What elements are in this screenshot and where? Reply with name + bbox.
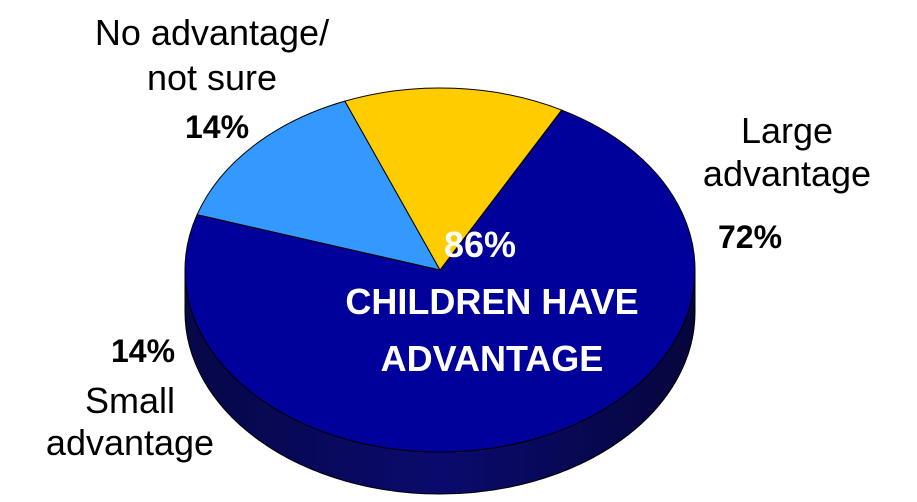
label-large-advantage-line1: Large [741, 110, 833, 151]
center-value-label: 86% [444, 224, 516, 265]
label-no-advantage-line1: No advantage/ [95, 12, 329, 53]
value-label-small-advantage: 14% [111, 333, 175, 369]
value-label-large-advantage: 72% [718, 219, 782, 255]
pie-tops [184, 87, 696, 453]
pie-side-shade-large-advantage [185, 270, 695, 494]
pie-slice-small-advantage [196, 100, 441, 271]
pie-slice-large-advantage [184, 109, 696, 453]
value-label-no-advantage: 14% [185, 109, 249, 145]
center-label-line1: CHILDREN HAVE [345, 281, 638, 322]
label-no-advantage-line2: not sure [147, 57, 277, 98]
center-label-line2: ADVANTAGE [381, 338, 604, 379]
label-large-advantage-line2: advantage [703, 153, 871, 194]
pie-slice-no-advantage [344, 87, 563, 271]
label-small-advantage-line2: advantage [46, 422, 214, 463]
label-small-advantage-line1: Small [85, 380, 175, 421]
